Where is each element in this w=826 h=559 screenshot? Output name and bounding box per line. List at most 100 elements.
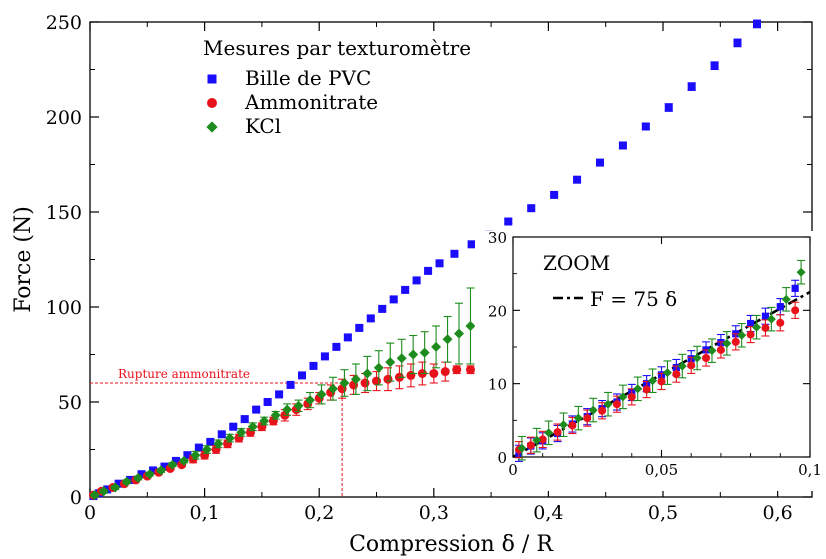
data-point <box>372 376 382 386</box>
inset-series-ammonitrate <box>514 301 800 459</box>
data-point <box>504 217 513 226</box>
data-point <box>110 482 121 493</box>
legend-marker <box>206 121 218 133</box>
y-tick-label: 250 <box>46 12 82 34</box>
data-point <box>355 323 364 332</box>
data-point <box>236 427 247 438</box>
data-point <box>431 341 442 352</box>
inset-data-point <box>633 384 643 394</box>
data-point <box>465 321 476 331</box>
data-point <box>327 383 338 394</box>
inset-data-point <box>761 323 770 332</box>
data-point <box>217 430 226 439</box>
inset-data-point <box>627 392 636 401</box>
data-point <box>467 240 476 249</box>
inset-data-point <box>588 405 598 415</box>
inset-legend: F = 75 δ <box>553 287 677 311</box>
legend-label: Bille de PVC <box>245 66 371 90</box>
inset-data-point <box>558 420 568 430</box>
inset-data-point <box>612 400 621 409</box>
data-point <box>595 158 604 167</box>
data-point <box>137 470 146 479</box>
data-point <box>450 249 459 258</box>
inset-data-point <box>791 306 800 315</box>
inset-data-point <box>583 414 592 423</box>
data-point <box>298 371 307 380</box>
inset-data-point <box>702 354 711 362</box>
data-point <box>454 328 465 339</box>
data-point <box>641 122 650 131</box>
data-point <box>343 333 352 342</box>
data-point <box>412 276 421 285</box>
legend-label: KCl <box>245 114 281 138</box>
inset-y-tick-label: 0 <box>497 449 507 467</box>
data-point <box>149 466 158 475</box>
inset-x-tick-label: 0,05 <box>645 461 678 479</box>
data-point <box>160 462 169 471</box>
x-tick-label: 0,6 <box>763 502 793 524</box>
legend-marker <box>207 74 217 84</box>
data-point <box>452 365 462 375</box>
inset-data-point <box>737 330 747 340</box>
data-point <box>752 19 761 28</box>
inset-data-point <box>722 338 732 348</box>
data-point <box>573 175 582 184</box>
data-point <box>440 367 450 377</box>
inset-data-point <box>526 441 535 450</box>
data-point <box>465 365 475 375</box>
inset-data-point <box>598 406 607 415</box>
data-point <box>275 390 284 399</box>
data-point <box>247 421 258 432</box>
inset-data-point <box>544 428 554 438</box>
inset-data-point <box>618 392 628 402</box>
data-point <box>664 103 673 112</box>
data-point <box>133 473 144 483</box>
data-point <box>194 443 203 452</box>
data-point <box>89 490 100 501</box>
inset-data-point <box>532 435 542 445</box>
legend: Mesures par texturomètre Bille de PVCAmmo… <box>203 36 471 138</box>
data-point <box>339 378 350 388</box>
inset-data-point <box>692 353 702 363</box>
data-point <box>408 349 419 360</box>
data-point <box>550 190 559 199</box>
data-point <box>442 334 453 345</box>
inset-y-tick-label: 20 <box>488 302 507 320</box>
data-point <box>229 422 238 431</box>
data-point <box>144 469 155 480</box>
data-point <box>286 380 295 389</box>
series-bille-de-pvc <box>89 19 761 501</box>
data-point <box>401 285 410 294</box>
inset-data-point <box>716 345 725 354</box>
data-point <box>360 378 370 388</box>
inset-data-point <box>677 361 687 371</box>
x-tick-label: 0,1 <box>189 502 219 524</box>
data-point <box>156 465 167 476</box>
rupture-annotation: Rupture ammonitrate <box>118 367 250 381</box>
data-point <box>183 451 192 460</box>
inset-y-tick-label: 30 <box>488 229 507 247</box>
data-point <box>373 362 384 373</box>
inset-x-tick-label: 0 <box>508 461 518 479</box>
y-tick-label: 50 <box>58 392 82 414</box>
inset-data-point <box>731 337 740 346</box>
data-point <box>309 361 318 370</box>
y-axis-label: Force (N) <box>11 206 36 313</box>
inset-title: ZOOM <box>543 251 610 275</box>
data-point <box>320 352 329 361</box>
inset-data-point <box>553 428 562 437</box>
inset-data-point <box>687 361 696 370</box>
x-axis-label: Compression δ / R <box>349 532 554 557</box>
x-tick-label: 0 <box>84 502 96 524</box>
inset-data-point <box>776 318 785 327</box>
data-point <box>618 141 627 150</box>
data-point <box>419 347 430 358</box>
inset-data-point <box>796 267 806 277</box>
x-tick-label: 0,3 <box>419 502 449 524</box>
series-kcl <box>89 287 476 501</box>
data-point <box>396 353 407 364</box>
zoom-inset: 0 0,05 0,1 0 10 20 30 ZOOM F = 75 δ <box>475 229 822 491</box>
inset-data-point <box>781 294 791 304</box>
inset-data-point <box>568 421 577 430</box>
inset-legend-label: F = 75 δ <box>590 287 677 311</box>
